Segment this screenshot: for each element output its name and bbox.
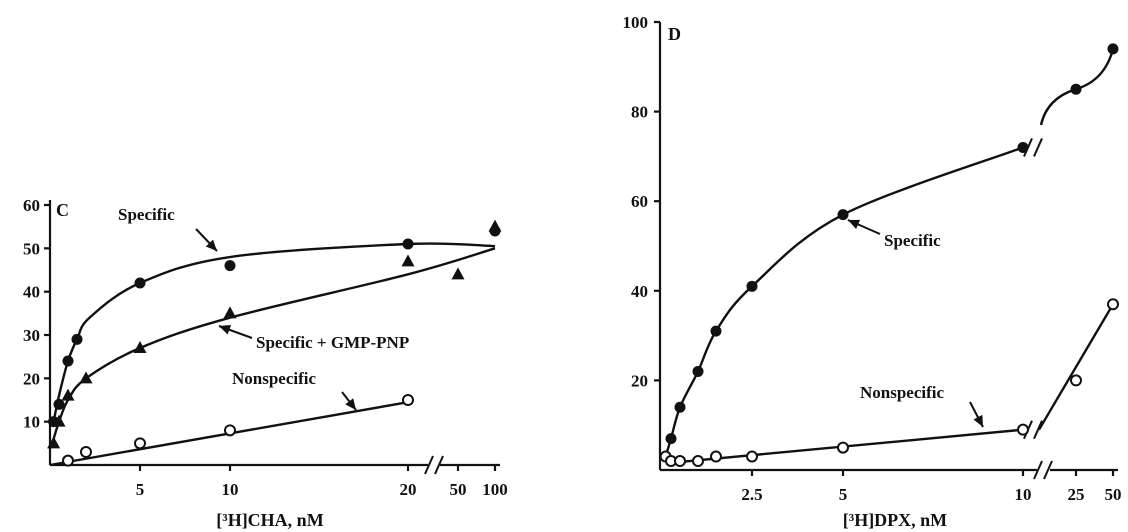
x-axis-title: [³H]DPX, nM <box>843 510 947 530</box>
data-point <box>53 398 65 410</box>
panel-label: D <box>668 24 681 44</box>
data-point <box>79 371 93 384</box>
y-tick-label: 30 <box>23 326 40 345</box>
annotation-specific: Specific <box>884 231 941 250</box>
arrow-head <box>205 239 217 251</box>
x-tick-label: 10 <box>222 480 239 499</box>
specific-curve <box>52 242 496 422</box>
break-stroke <box>1043 460 1053 480</box>
data-point <box>80 446 92 458</box>
x-tick-label: 5 <box>839 485 848 504</box>
x-tick-label: 2.5 <box>741 485 762 504</box>
nonspecific-line-after-break <box>1037 303 1115 431</box>
data-point <box>62 454 74 467</box>
data-point <box>52 414 66 427</box>
arrow-head <box>848 219 861 229</box>
data-point <box>1017 141 1029 153</box>
data-point <box>1070 83 1082 95</box>
annotation-specific-gmp-pnp: Specific + GMP-PNP <box>256 333 409 352</box>
annotation-arrow <box>847 219 881 235</box>
annotation-arrow <box>969 401 984 428</box>
break-stroke <box>1033 138 1043 157</box>
data-point <box>134 437 146 450</box>
x-tick-label: 100 <box>482 480 508 499</box>
data-point <box>665 433 677 445</box>
data-point <box>710 450 722 463</box>
data-point <box>133 341 147 353</box>
data-point <box>47 436 61 449</box>
data-point <box>674 401 686 413</box>
y-tick-label: 20 <box>631 371 648 390</box>
data-point <box>674 455 686 468</box>
x-tick-label: 50 <box>450 480 467 499</box>
panel-d: 20 40 60 80 100 2.5 5 10 25 50 [³H]DPX, nM D Specifi… <box>623 13 1122 530</box>
data-point <box>223 306 237 319</box>
data-point <box>224 260 236 272</box>
panel-label: C <box>56 200 69 220</box>
break-stroke <box>1033 420 1043 440</box>
data-point <box>1070 374 1082 387</box>
x-tick-label: 50 <box>1105 485 1122 504</box>
annotation-arrow <box>341 391 357 411</box>
panel-c: 10 20 30 40 50 60 5 10 20 50 100 [³H]CHA, nM C Specif… <box>23 196 508 530</box>
data-point <box>710 325 722 337</box>
data-point <box>71 333 83 345</box>
break-stroke <box>424 455 434 475</box>
data-point <box>1107 43 1119 55</box>
x-tick-label: 25 <box>1068 485 1085 504</box>
data-point <box>488 219 502 232</box>
y-tick-label: 60 <box>631 192 648 211</box>
y-tick-label: 10 <box>23 413 40 432</box>
annotation-arrow <box>218 325 253 339</box>
annotation-nonspecific: Nonspecific <box>232 369 317 388</box>
data-point <box>402 394 414 406</box>
data-point <box>402 238 414 250</box>
data-point <box>1107 298 1119 311</box>
break-stroke <box>434 455 444 475</box>
y-tick-label: 100 <box>623 13 649 32</box>
arrow-head <box>973 414 983 427</box>
data-point <box>61 388 75 401</box>
y-tick-label: 40 <box>23 283 40 302</box>
annotation-nonspecific: Nonspecific <box>860 383 945 402</box>
break-stroke <box>1033 460 1043 480</box>
x-axis-break <box>1033 460 1053 480</box>
x-axis-title: [³H]CHA, nM <box>216 510 323 530</box>
data-point <box>837 441 849 454</box>
data-point <box>746 280 758 292</box>
y-tick-label: 60 <box>23 196 40 215</box>
x-tick-label: 10 <box>1015 485 1032 504</box>
data-point <box>451 267 465 280</box>
y-tick-label: 40 <box>631 282 648 301</box>
data-point <box>401 254 415 267</box>
x-tick-label: 20 <box>400 480 417 499</box>
arrow-head <box>219 325 232 335</box>
data-point <box>224 424 236 437</box>
data-point <box>837 209 849 221</box>
specific-curve <box>664 146 1024 457</box>
data-point <box>62 355 74 367</box>
y-tick-label: 80 <box>631 103 648 122</box>
y-tick-label: 50 <box>23 239 40 258</box>
arrow-head <box>345 398 356 410</box>
annotation-arrow <box>195 228 218 252</box>
y-tick-label: 20 <box>23 369 40 388</box>
data-point <box>746 450 758 463</box>
x-axis-break <box>424 455 444 475</box>
annotation-specific: Specific <box>118 205 175 224</box>
data-point <box>134 277 146 289</box>
data-point <box>692 455 704 468</box>
x-tick-label: 5 <box>136 480 145 499</box>
data-point <box>1017 423 1029 436</box>
data-point <box>692 365 704 377</box>
